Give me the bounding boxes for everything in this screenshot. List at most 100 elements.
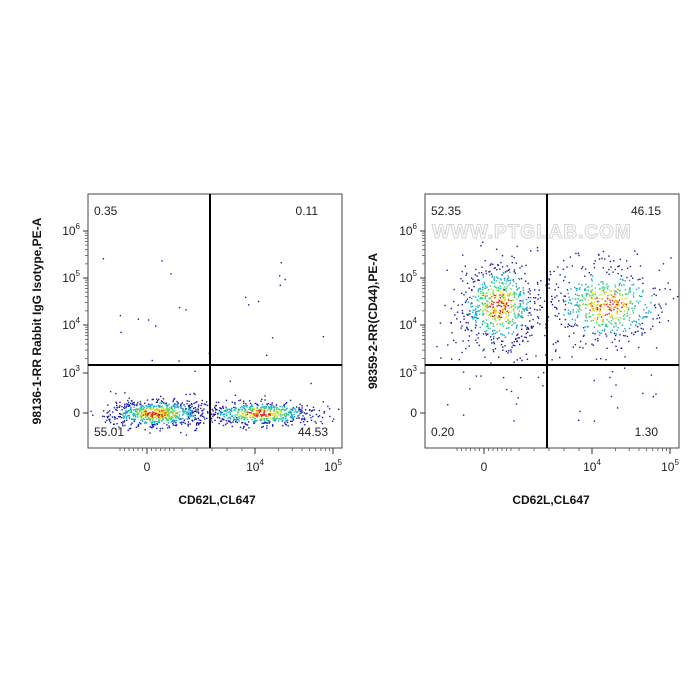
event-point <box>576 301 578 304</box>
event-point <box>570 302 572 304</box>
event-point <box>194 429 196 432</box>
event-point <box>605 324 607 327</box>
event-point <box>639 265 642 267</box>
event-point <box>121 416 123 419</box>
event-point <box>499 312 501 314</box>
event-point <box>506 293 509 295</box>
event-point <box>149 418 151 420</box>
event-point <box>168 413 170 415</box>
event-point <box>536 250 539 252</box>
event-point <box>477 304 479 307</box>
event-point <box>617 327 619 329</box>
event-point <box>509 293 511 295</box>
event-point <box>574 319 576 321</box>
event-point <box>313 409 315 411</box>
event-point <box>496 338 498 340</box>
event-point <box>590 305 592 307</box>
event-point <box>646 306 648 309</box>
event-point <box>641 295 643 298</box>
event-point <box>240 418 243 420</box>
event-point <box>157 400 159 402</box>
event-point <box>548 287 550 289</box>
event-point <box>465 291 467 293</box>
event-point <box>244 416 247 418</box>
event-point <box>214 406 216 409</box>
event-point <box>251 404 253 406</box>
event-point <box>574 304 576 307</box>
event-point <box>518 313 520 316</box>
event-point <box>579 304 581 307</box>
event-point <box>159 427 162 430</box>
event-point <box>461 312 464 314</box>
event-point <box>245 296 247 299</box>
event-point <box>243 408 246 410</box>
event-point <box>576 324 578 326</box>
event-point <box>616 304 619 306</box>
event-point <box>513 308 515 310</box>
event-point <box>202 412 204 414</box>
event-point <box>242 413 244 415</box>
event-point <box>146 418 148 420</box>
event-point <box>504 308 507 311</box>
event-point <box>493 267 495 269</box>
event-point <box>147 418 149 420</box>
event-point <box>598 334 601 336</box>
event-point <box>194 417 196 419</box>
event-point <box>195 424 198 426</box>
y-tick-label: 106 <box>399 222 417 238</box>
event-point <box>141 405 144 407</box>
event-point <box>591 305 593 307</box>
event-point <box>133 403 135 406</box>
event-point <box>642 316 645 318</box>
event-point <box>275 414 277 417</box>
event-point <box>119 405 121 407</box>
event-point <box>109 418 111 421</box>
event-point <box>609 303 611 306</box>
event-point <box>488 297 490 299</box>
event-point <box>658 317 661 319</box>
event-point <box>480 272 483 274</box>
event-point <box>106 419 108 422</box>
event-point <box>630 324 632 326</box>
event-point <box>461 325 463 327</box>
event-point <box>293 416 296 418</box>
event-point <box>520 278 523 280</box>
event-point <box>301 407 303 409</box>
event-point <box>481 266 483 268</box>
y-tick-label: 0 <box>73 406 80 420</box>
event-point <box>486 295 488 297</box>
event-point <box>119 401 121 403</box>
event-point <box>522 316 524 319</box>
event-point <box>276 407 278 409</box>
event-point <box>102 258 105 260</box>
event-point <box>118 406 120 408</box>
event-point <box>161 411 163 413</box>
event-point <box>524 336 526 338</box>
event-point <box>490 273 493 275</box>
event-point <box>160 408 163 410</box>
event-point <box>127 399 129 402</box>
event-point <box>498 295 500 297</box>
event-point <box>510 351 512 353</box>
event-point <box>260 407 262 409</box>
event-point <box>613 326 615 328</box>
event-point <box>622 330 624 332</box>
event-point <box>484 297 486 300</box>
event-point <box>107 411 109 413</box>
event-point <box>593 326 595 328</box>
plot-cd44: WWW.PTGLAB.COM 52.35 46.15 0.20 1.30 010… <box>366 193 680 507</box>
event-point <box>154 423 156 426</box>
event-point <box>499 268 501 270</box>
event-point <box>596 307 599 309</box>
event-point <box>187 425 189 427</box>
event-point <box>521 310 523 313</box>
event-point <box>236 414 238 416</box>
event-point <box>306 412 308 415</box>
event-point <box>495 309 497 311</box>
event-point <box>219 412 222 414</box>
event-point <box>126 412 129 414</box>
event-point <box>125 410 127 412</box>
event-point <box>493 285 496 287</box>
event-point <box>148 405 151 407</box>
event-point <box>254 421 256 423</box>
